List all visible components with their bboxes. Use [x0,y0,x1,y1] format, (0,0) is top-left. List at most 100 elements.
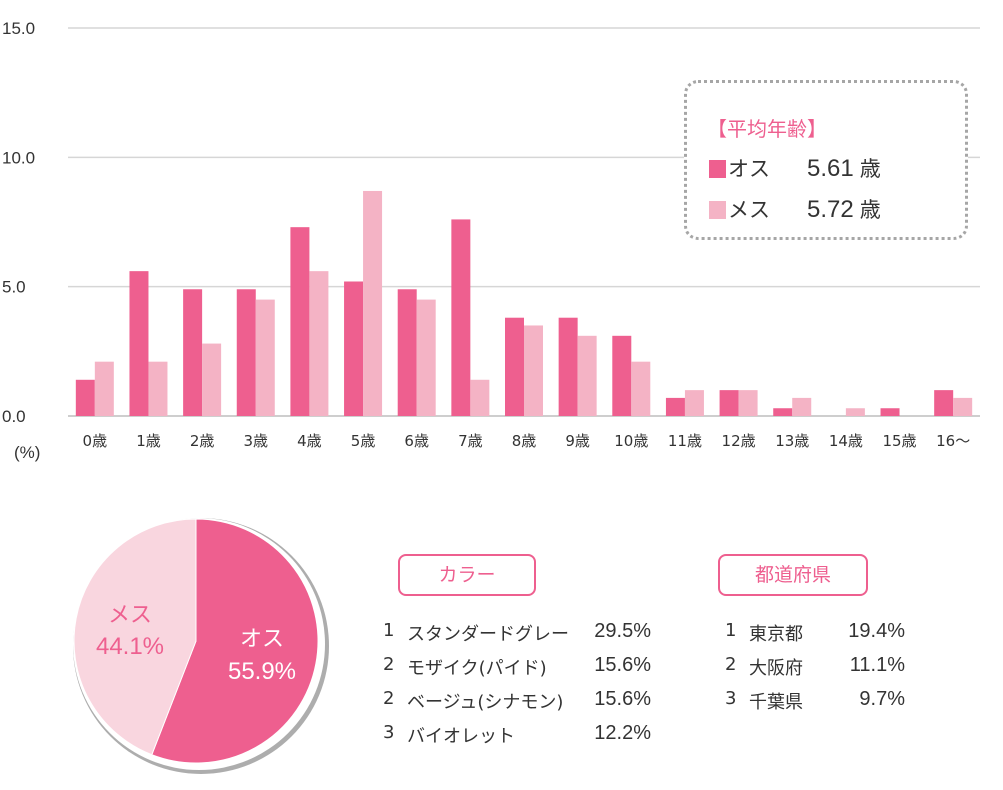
x-tick-label: 2歳 [190,432,215,450]
pie-value-female: 44.1% [96,633,164,660]
y-tick-label: 15.0 [2,19,35,38]
x-tick-label: 12歳 [722,432,756,450]
rank-number: 2 [725,654,737,675]
color-name: モザイク(パイド) [407,658,547,679]
y-axis-unit: (%) [14,443,40,462]
x-tick-label: 0歳 [83,432,108,450]
bar-male [290,227,310,416]
male-average-unit: 歳 [859,157,881,181]
average-age-title: 【平均年齢】 [707,117,827,141]
bar-female [255,299,275,416]
bar-female [684,390,704,416]
bar-female [524,325,543,416]
male-legend-swatch [709,160,726,178]
bar-female [470,379,490,416]
bar-female [792,397,812,416]
rank-number: 2 [383,654,395,675]
rank-number: 1 [725,620,737,641]
color-percentage: 12.2% [594,722,651,744]
color-percentage: 29.5% [594,620,651,642]
color-percentage: 15.6% [594,654,651,676]
prefecture-ranking-tag: 都道府県 [718,554,868,596]
x-tick-label: 3歳 [243,432,268,450]
prefecture-percentage: 19.4% [848,620,905,642]
prefecture-percentage: 9.7% [859,688,905,710]
bars [75,190,973,416]
female-average-value: 5.72 [807,196,854,223]
color-ranking-list: 1 スタンダードグレー 29.5% 2 モザイク(パイド) 15.6% 2 ベー… [383,620,653,756]
bar-male [75,379,95,416]
female-legend-swatch [709,201,726,219]
y-axis-ticks: 15.0 10.0 5.0 0.0 [2,19,35,426]
average-age-box: 【平均年齢】 オス 5.61 歳 メス 5.72 歳 [684,80,968,240]
x-tick-label: 16～ [936,432,970,450]
x-tick-label: 1歳 [136,432,161,450]
bar-male [719,390,739,416]
color-ranking-tag: カラー [398,554,536,596]
x-tick-label: 6歳 [404,432,429,450]
x-tick-label: 9歳 [565,432,590,450]
x-axis-ticks: 0歳 1歳 2歳 3歳 4歳 5歳 6歳 7歳 8歳 9歳 10歳 11歳 12歳 13歳 14歳 15歳 16… [83,432,971,450]
bar-male [505,317,524,416]
male-label: オス [728,157,770,181]
bar-male [183,289,203,416]
prefecture-name: 東京都 [749,624,803,645]
list-item: 1 スタンダードグレー 29.5% [383,620,653,654]
prefecture-name: 千葉県 [749,692,803,713]
x-tick-label: 4歳 [297,432,322,450]
list-item: 2 モザイク(パイド) 15.6% [383,654,653,688]
rank-number: 3 [383,722,395,743]
bar-male [665,397,685,416]
list-item: 2 ベージュ(シナモン) 15.6% [383,688,653,722]
color-name: バイオレット [407,726,515,747]
x-tick-label: 15歳 [882,432,916,450]
bar-male [612,335,632,416]
bar-female [202,343,222,416]
list-item: 3 バイオレット 12.2% [383,722,653,756]
y-tick-label: 5.0 [2,278,26,297]
x-tick-label: 7歳 [458,432,483,450]
sex-ratio-pie-chart: オス 55.9% メス 44.1% [73,518,329,774]
x-tick-label: 11歳 [668,432,702,450]
bar-female [148,361,168,416]
y-tick-label: 10.0 [2,148,35,167]
age-bar-chart: 15.0 10.0 5.0 0.0 0歳 1歳 2歳 3歳 4歳 5歳 6歳 7歳 8歳 9歳 10歳 11… [2,19,980,462]
average-age-female-row: メス 5.72 歳 [709,194,881,224]
bar-female [309,271,329,416]
x-tick-label: 10歳 [614,432,648,450]
bar-male [773,408,793,416]
prefecture-percentage: 11.1% [849,654,905,676]
average-age-male-row: オス 5.61 歳 [709,153,881,183]
bar-female [953,397,973,416]
rank-number: 1 [383,620,395,641]
bar-male [451,219,471,416]
rank-number: 2 [383,688,395,709]
bar-male [236,289,256,416]
prefecture-name: 大阪府 [749,658,803,679]
pie-label-male: オス [240,627,284,652]
color-name: ベージュ(シナモン) [407,692,564,713]
x-tick-label: 13歳 [775,432,809,450]
bar-male [558,317,578,416]
bar-male [934,390,954,416]
prefecture-ranking-list: 1 東京都 19.4% 2 大阪府 11.1% 3 千葉県 9.7% [725,620,907,722]
bar-male [880,408,900,416]
color-percentage: 15.6% [594,688,651,710]
pie-slice-male [151,518,319,764]
bar-male [344,281,364,416]
pie-slice-female [73,518,197,756]
pie-slices [73,518,319,764]
pie-label-female: メス [108,603,152,628]
pie-value-male: 55.9% [228,658,296,685]
y-tick-label: 0.0 [2,407,26,426]
bar-female [363,190,383,416]
rank-number: 3 [725,688,737,709]
x-tick-label: 8歳 [512,432,537,450]
list-item: 1 東京都 19.4% [725,620,907,654]
color-name: スタンダードグレー [407,624,569,645]
x-tick-label: 14歳 [829,432,863,450]
bar-male [397,289,417,416]
female-average-unit: 歳 [859,198,881,222]
bar-male [129,271,149,416]
bar-female [94,361,114,416]
